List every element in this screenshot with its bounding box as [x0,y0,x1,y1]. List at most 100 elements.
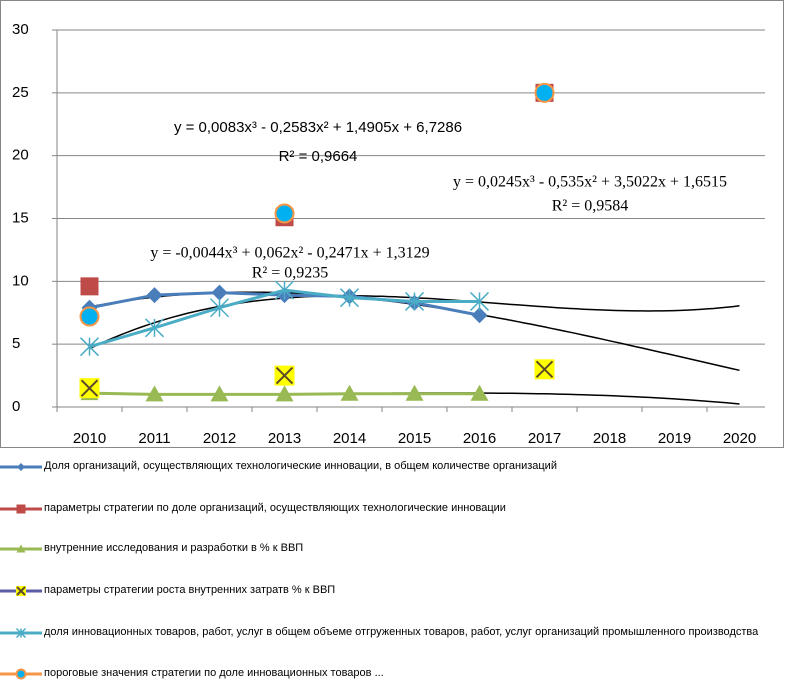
marker [15,627,27,639]
marker-shape [405,384,424,401]
x-tick-label: 2016 [463,430,496,447]
marker [275,385,294,402]
x-tick-label: 2013 [268,430,301,447]
legend-label: Доля организаций, осуществляющих техноло… [44,460,557,472]
legend-entry: пороговые значения стратегии по доле инн… [0,665,800,682]
marker [146,287,163,304]
legend-entry: Доля организаций, осуществляющих техноло… [0,458,800,475]
x-tick-label: 2018 [593,430,626,447]
legend-icon [0,668,42,680]
trendline-equation: y = -0,0044x³ + 0,062x² - 0,2471x + 1,31… [150,245,429,262]
y-tick-label: 25 [12,84,29,101]
marker [80,277,99,296]
trendline-equation: y = 0,0083x³ - 0,2583x² + 1,4905x + 6,72… [174,119,462,136]
marker [79,306,100,327]
marker-shape [404,291,425,311]
x-tick-label: 2010 [73,430,106,447]
marker-shape [144,318,165,338]
marker-shape [274,280,295,300]
marker-shape [15,627,27,639]
marker [209,298,230,318]
marker [15,668,27,680]
legend-entry: доля инновационных товаров, работ, услуг… [0,624,800,641]
marker [469,291,490,311]
marker-shape [339,288,360,308]
trendline-r2: R² = 0,9664 [279,148,358,165]
marker [339,288,360,308]
legend-label: параметры стратегии по доле организаций,… [44,502,506,514]
marker [210,385,229,402]
marker-shape [534,82,555,103]
y-tick-label: 20 [12,147,29,164]
marker-shape [209,298,230,318]
y-tick-label: 15 [12,209,29,226]
y-tick-label: 10 [12,272,29,289]
x-tick-label: 2011 [138,430,170,447]
marker-shape [469,291,490,311]
legend-entry: параметры стратегии по доле организаций,… [0,500,800,517]
marker [470,384,489,401]
x-tick-label: 2019 [658,430,691,447]
marker [471,307,488,324]
marker [274,280,295,300]
marker-shape [470,384,489,401]
marker-shape [16,586,26,596]
marker-shape [80,379,99,397]
legend-icon [0,586,42,596]
marker [274,203,295,224]
x-tick-label: 2012 [203,430,236,447]
marker-shape [145,385,164,402]
marker-shape [471,307,488,324]
marker [79,378,100,399]
marker-shape [340,384,359,401]
trendline-r2: R² = 0,9584 [552,198,629,215]
marker-shape [16,504,26,514]
y-tick-label: 0 [12,398,20,415]
legend-icon [0,544,42,553]
legend-icon [0,504,42,514]
marker [144,318,165,338]
marker-shape [16,544,26,553]
x-tick-label: 2017 [528,430,561,447]
legend-label: доля инновационных товаров, работ, услуг… [44,626,759,638]
marker-shape [146,287,163,304]
legend-label: пороговые значения стратегии по доле инн… [44,667,384,679]
legend-entry: параметры стратегии роста внутренних зат… [0,582,800,599]
legend-icon [0,463,42,471]
marker [16,586,26,596]
marker [16,504,26,514]
x-tick-label: 2020 [723,430,756,447]
marker-shape [210,385,229,402]
marker-shape [274,203,295,224]
marker-shape [79,306,100,327]
marker [274,365,295,386]
marker-shape [211,284,228,301]
legend-label: параметры стратегии роста внутренних зат… [44,584,336,596]
x-tick-label: 2015 [398,430,431,447]
marker-shape [275,385,294,402]
marker [534,82,555,103]
marker [79,337,100,357]
marker [145,385,164,402]
trendline-equation: y = 0,0245x³ - 0,535x² + 3,5022x + 1,651… [453,174,727,191]
marker [211,284,228,301]
legend-label: внутренние исследования и разработки в %… [44,542,304,554]
marker [405,384,424,401]
marker [340,384,359,401]
y-tick-label: 5 [12,335,20,352]
legend-icon [0,627,42,639]
marker-shape [15,668,27,680]
legend-entry: внутренние исследования и разработки в %… [0,540,800,557]
marker [16,544,26,553]
marker-shape [275,366,294,385]
marker-shape [79,337,100,357]
marker-shape [535,360,554,379]
x-tick-label: 2014 [333,430,366,447]
marker [17,463,25,471]
trendline-r2: R² = 0,9235 [252,265,329,282]
chart-border [0,0,784,448]
marker [404,291,425,311]
marker-shape [80,277,99,296]
marker [534,359,555,380]
